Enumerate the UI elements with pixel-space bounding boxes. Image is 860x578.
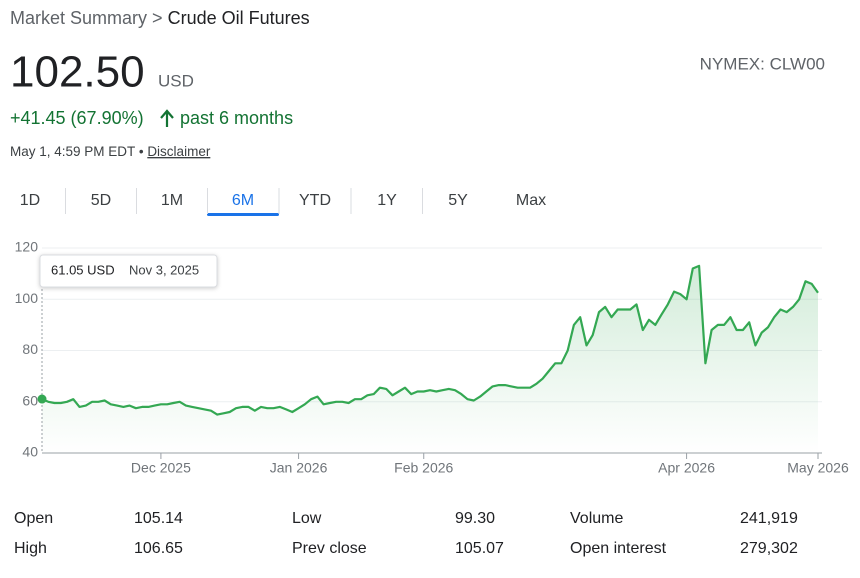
y-tick-label: 40 [22,444,38,460]
stat-value: 241,919 [740,510,798,527]
disclaimer-link[interactable]: Disclaimer [147,144,211,159]
breadcrumb-separator: > [152,8,163,28]
price-chart: 40 60 80 100 120 Dec 2025 Jan 2026 Feb 2026 Apr … [15,239,849,476]
breadcrumb: Market Summary > Crude Oil Futures [10,8,310,28]
timestamp-line: May 1, 4:59 PM EDT • Disclaimer [10,144,211,159]
timestamp: May 1, 4:59 PM EDT [10,144,135,159]
up-arrow [160,109,174,127]
price-line [41,264,819,416]
x-tick-label: Apr 2026 [658,460,715,476]
stat-value: 105.14 [134,510,183,527]
range-tabs: 1D 5D 1M 6M YTD 1Y 5Y Max [20,188,546,216]
stat-label: Low [292,510,322,527]
stat-label: High [14,540,47,557]
stat-label: Volume [570,510,623,527]
stat-value: 105.07 [455,540,504,557]
y-tick-label: 120 [15,239,39,255]
breadcrumb-current: Crude Oil Futures [168,8,310,28]
tab[interactable]: Max [516,192,546,209]
tab[interactable]: 5Y [448,192,468,209]
tooltip-box [39,254,218,288]
exchange: NYMEX: CLW00 [700,54,825,73]
hover-point [37,394,47,404]
tab[interactable]: 1D [20,192,40,209]
x-tick-label: Feb 2026 [394,460,453,476]
tab[interactable]: YTD [299,192,331,209]
y-tick-label: 100 [15,290,39,306]
x-tick-label: Dec 2025 [131,460,191,476]
tooltip-value: 61.05 USD [51,262,115,277]
change: +41.45 (67.90%) [10,108,144,128]
stat-value: 99.30 [455,510,495,527]
stats-table: Open 105.14 Low 99.30 Volume 241,919 High 106.6… [14,510,798,557]
tooltip-date: Nov 3, 2025 [129,262,199,277]
x-tick-label: May 2026 [787,460,849,476]
tab[interactable]: 1Y [377,192,397,209]
y-tick-label: 60 [22,392,38,408]
stat-label: Prev close [292,540,367,557]
stat-value: 106.65 [134,540,183,557]
period: past 6 months [180,108,293,128]
area-fill [42,265,818,453]
dot: • [139,144,144,159]
currency: USD [158,71,194,90]
breadcrumb-parent[interactable]: Market Summary [10,8,147,28]
price: 102.50 [10,48,145,97]
stat-value: 279,302 [740,540,798,557]
tab[interactable]: 1M [161,192,183,209]
tab-indicator [207,213,279,216]
y-tick-label: 80 [22,341,38,357]
x-tick-label: Jan 2026 [270,460,328,476]
tab[interactable]: 6M [232,192,254,209]
stat-label: Open [14,510,53,527]
tab[interactable]: 5D [91,192,111,209]
stat-label: Open interest [570,540,667,557]
